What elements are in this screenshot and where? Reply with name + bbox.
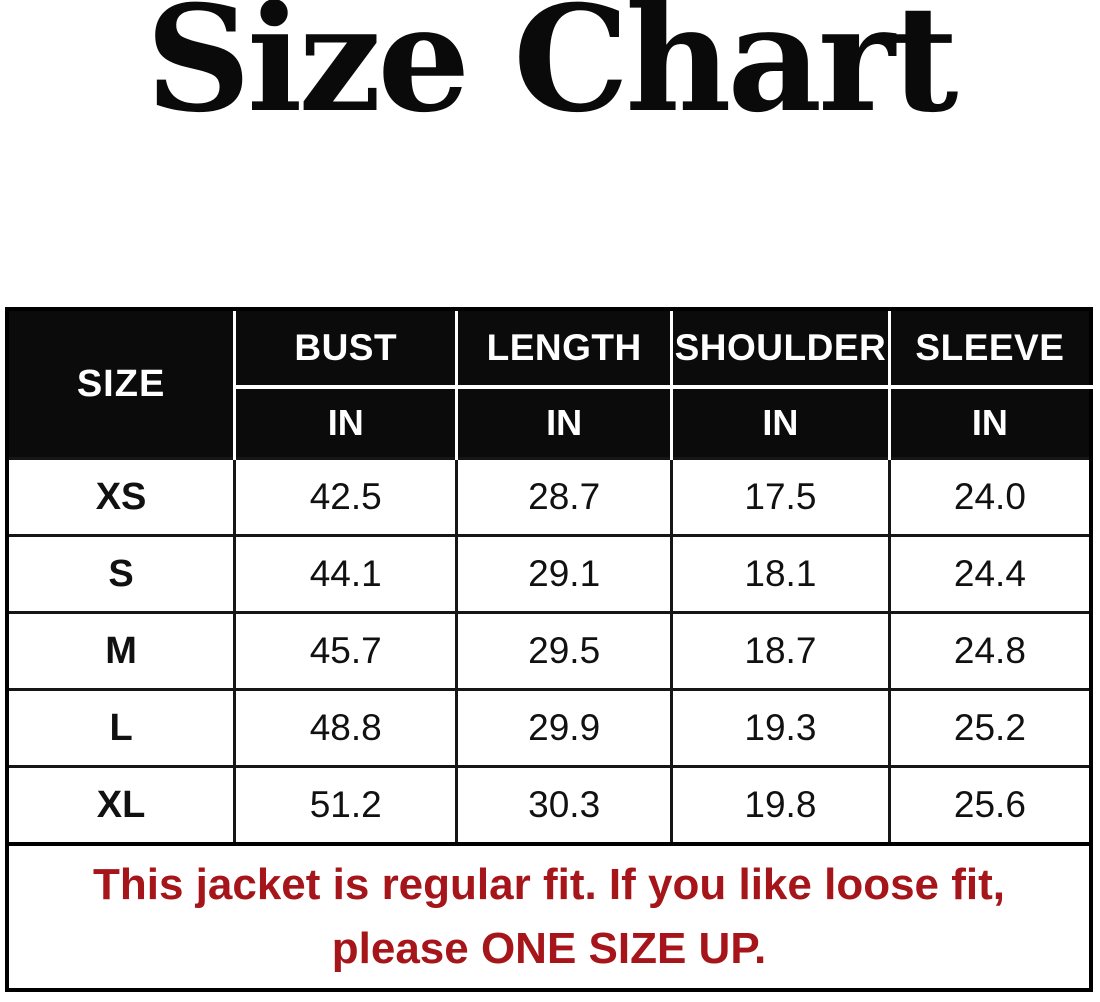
cell-bust: 42.5	[233, 457, 459, 537]
size-chart-table: SIZE BUST LENGTH SHOULDER SLEEVE IN IN I…	[5, 307, 1093, 992]
fit-note-line1: This jacket is regular fit. If you like …	[92, 860, 1005, 910]
column-header-shoulder: SHOULDER	[669, 309, 890, 389]
cell-bust: 44.1	[233, 534, 459, 614]
fit-note-row: This jacket is regular fit. If you like …	[7, 842, 1091, 990]
fit-note: This jacket is regular fit. If you like …	[7, 842, 1091, 990]
cell-sleeve: 24.8	[887, 611, 1093, 691]
cell-shoulder: 17.5	[669, 457, 891, 537]
table-footer: This jacket is regular fit. If you like …	[7, 842, 1091, 990]
table-header: SIZE BUST LENGTH SHOULDER SLEEVE IN IN I…	[7, 309, 1091, 459]
column-header-length: LENGTH	[455, 309, 672, 389]
cell-sleeve: 24.4	[887, 534, 1093, 614]
cell-shoulder: 19.3	[669, 688, 891, 768]
cell-sleeve: 25.2	[887, 688, 1093, 768]
column-header-sleeve: SLEEVE	[887, 309, 1091, 389]
cell-shoulder: 18.7	[669, 611, 891, 691]
column-header-bust: BUST	[233, 309, 457, 389]
cell-bust: 51.2	[233, 765, 459, 846]
table-row: M 45.7 29.5 18.7 24.8	[5, 611, 1093, 691]
size-label: M	[5, 611, 237, 691]
size-label: XL	[5, 765, 237, 846]
size-label: L	[5, 688, 237, 768]
size-label: XS	[5, 457, 237, 537]
column-header-size: SIZE	[7, 309, 237, 459]
table-row: XS 42.5 28.7 17.5 24.0	[5, 457, 1093, 537]
cell-length: 29.9	[455, 688, 673, 768]
unit-header-shoulder: IN	[669, 387, 890, 459]
cell-bust: 48.8	[233, 688, 459, 768]
table-row: S 44.1 29.1 18.1 24.4	[5, 534, 1093, 614]
cell-length: 30.3	[455, 765, 673, 846]
fit-note-line2: please ONE SIZE UP.	[331, 924, 767, 973]
table-body: XS 42.5 28.7 17.5 24.0 S 44.1 29.1 18.1 …	[5, 457, 1093, 846]
size-label: S	[5, 534, 237, 614]
cell-length: 29.5	[455, 611, 673, 691]
cell-shoulder: 19.8	[669, 765, 891, 846]
cell-shoulder: 18.1	[669, 534, 891, 614]
unit-header-bust: IN	[233, 387, 457, 459]
unit-header-length: IN	[455, 387, 672, 459]
unit-header-row: IN IN IN IN	[7, 387, 1091, 459]
unit-header-sleeve: IN	[887, 387, 1091, 459]
table-row: XL 51.2 30.3 19.8 25.6	[5, 765, 1093, 846]
table-row: L 48.8 29.9 19.3 25.2	[5, 688, 1093, 768]
cell-bust: 45.7	[233, 611, 459, 691]
cell-sleeve: 25.6	[887, 765, 1093, 846]
cell-length: 28.7	[455, 457, 673, 537]
cell-length: 29.1	[455, 534, 673, 614]
cell-sleeve: 24.0	[887, 457, 1093, 537]
measure-header-row: SIZE BUST LENGTH SHOULDER SLEEVE	[7, 309, 1091, 459]
page-title: Size Chart	[145, 0, 959, 145]
